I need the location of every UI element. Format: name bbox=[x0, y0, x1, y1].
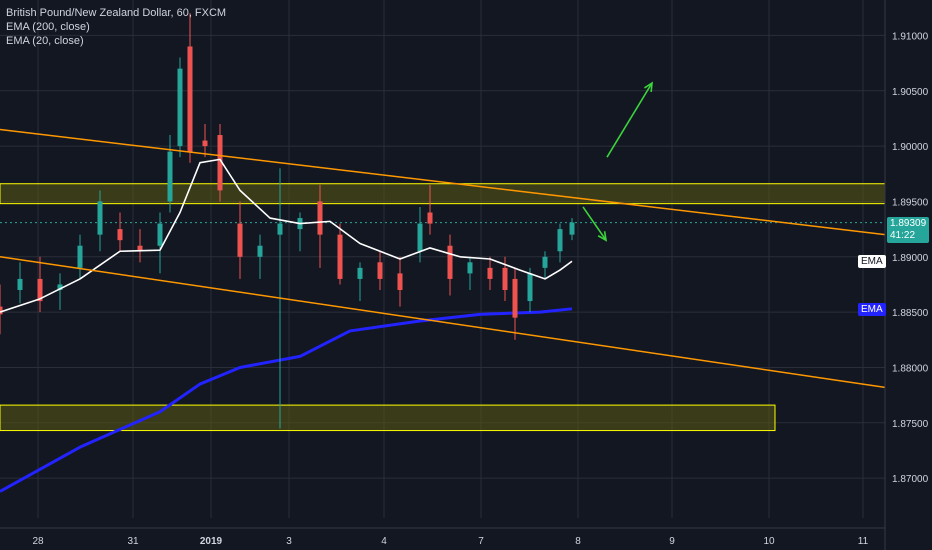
time-tick-label: 10 bbox=[763, 536, 775, 547]
candle-body bbox=[569, 222, 575, 235]
time-tick-label: 3 bbox=[286, 536, 292, 547]
arrow-shaft[interactable] bbox=[582, 206, 607, 241]
candle-body bbox=[77, 245, 83, 268]
candle-body bbox=[117, 229, 123, 241]
time-tick-label: 4 bbox=[381, 536, 387, 547]
candle-body bbox=[187, 46, 193, 152]
candle-body bbox=[97, 201, 103, 235]
time-axis[interactable]: 28 31 2019 3 4 7 8 9 10 11 bbox=[0, 527, 885, 547]
price-tick-label: 1.89500 bbox=[892, 197, 929, 208]
candle-body bbox=[17, 278, 23, 290]
candle-body bbox=[487, 267, 493, 279]
time-tick-label: 28 bbox=[32, 536, 44, 547]
price-axis[interactable]: 1.91000 1.90500 1.90000 1.89500 1.89000 1.885… bbox=[884, 0, 929, 550]
arrow-head bbox=[597, 231, 608, 242]
price-tick-label: 1.91000 bbox=[892, 31, 929, 42]
candle-body bbox=[277, 223, 283, 235]
candle-body bbox=[0, 306, 3, 315]
candle-body bbox=[357, 267, 363, 279]
price-tick-label: 1.88500 bbox=[892, 308, 929, 319]
candle-body bbox=[57, 284, 63, 290]
ema200-line bbox=[0, 307, 573, 493]
candle-body bbox=[427, 212, 433, 224]
ema20-price-tag: EMA bbox=[858, 255, 886, 269]
candle-body bbox=[257, 245, 263, 257]
price-tick-label: 1.87500 bbox=[892, 419, 929, 430]
candle-body bbox=[177, 68, 183, 147]
candle-body bbox=[317, 201, 323, 235]
current-price-label: 1.89309 bbox=[890, 217, 927, 229]
price-tick-label: 1.90000 bbox=[892, 142, 929, 153]
zone-rectangle[interactable] bbox=[0, 183, 886, 205]
candle-body bbox=[467, 262, 473, 274]
chart-legend: British Pound/New Zealand Dollar, 60, FX… bbox=[6, 6, 226, 48]
arrow-shaft[interactable] bbox=[606, 82, 653, 158]
candle-body bbox=[157, 223, 163, 246]
time-tick-label: 2019 bbox=[200, 536, 223, 547]
candle-body bbox=[337, 234, 343, 279]
price-tick-label: 1.89000 bbox=[892, 253, 929, 264]
candle-body bbox=[557, 229, 563, 252]
arrow-head bbox=[644, 81, 653, 93]
price-tick-label: 1.88000 bbox=[892, 363, 929, 374]
legend-ema200: EMA (200, close) bbox=[6, 21, 90, 33]
grid-layer bbox=[0, 0, 885, 518]
time-tick-label: 7 bbox=[478, 536, 484, 547]
zone-rectangle[interactable] bbox=[0, 404, 776, 432]
price-tick-label: 1.87000 bbox=[892, 474, 929, 485]
time-tick-label: 31 bbox=[127, 536, 139, 547]
candle-body bbox=[217, 135, 223, 191]
trendline[interactable] bbox=[0, 256, 886, 389]
price-tick-label: 1.90500 bbox=[892, 87, 929, 98]
ema200-layer bbox=[0, 307, 573, 493]
candle-body bbox=[397, 273, 403, 290]
candle-body bbox=[542, 256, 548, 268]
legend-title: British Pound/New Zealand Dollar, 60, FX… bbox=[6, 7, 227, 19]
candle-body bbox=[512, 278, 518, 318]
ema200-price-tag: EMA bbox=[858, 302, 886, 316]
trendline[interactable] bbox=[0, 128, 886, 236]
candle-body bbox=[447, 245, 453, 279]
time-tick-label: 9 bbox=[669, 536, 675, 547]
candle-body bbox=[502, 267, 508, 290]
candle-body bbox=[167, 151, 173, 202]
candle-body bbox=[527, 273, 533, 302]
ema20-line bbox=[0, 158, 573, 313]
candle-body bbox=[237, 223, 243, 257]
candle-body bbox=[417, 223, 423, 252]
candle-layer bbox=[0, 13, 575, 429]
candle-body bbox=[37, 278, 43, 302]
ema20-layer bbox=[0, 158, 573, 313]
time-tick-label: 11 bbox=[858, 536, 869, 547]
current-price-tag: 1.89309 41:22 bbox=[887, 216, 930, 243]
time-tick-label: 8 bbox=[575, 536, 581, 547]
trend-layer bbox=[0, 128, 886, 389]
candle-body bbox=[377, 262, 383, 279]
countdown-label: 41:22 bbox=[890, 229, 916, 241]
candle-body bbox=[137, 245, 143, 252]
legend-ema20: EMA (20, close) bbox=[6, 35, 84, 47]
candle-body bbox=[202, 140, 208, 147]
arrow-layer bbox=[582, 81, 653, 242]
